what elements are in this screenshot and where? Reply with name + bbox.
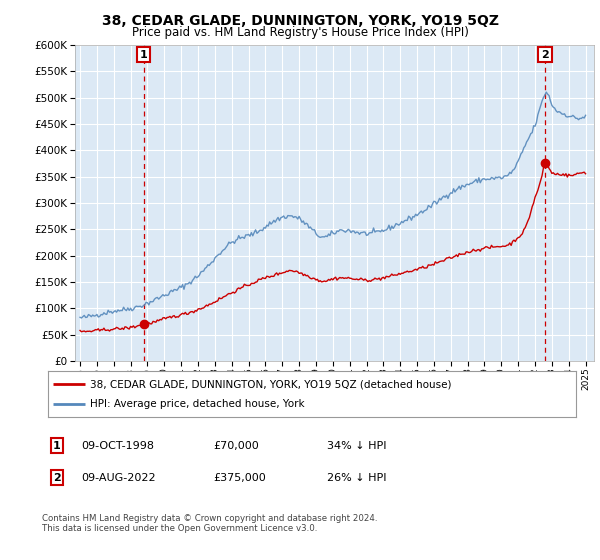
Text: £375,000: £375,000 bbox=[213, 473, 266, 483]
Text: £70,000: £70,000 bbox=[213, 441, 259, 451]
Text: Price paid vs. HM Land Registry's House Price Index (HPI): Price paid vs. HM Land Registry's House … bbox=[131, 26, 469, 39]
Text: 2: 2 bbox=[53, 473, 61, 483]
Text: 09-AUG-2022: 09-AUG-2022 bbox=[81, 473, 155, 483]
Text: 1: 1 bbox=[53, 441, 61, 451]
Text: 1: 1 bbox=[140, 49, 148, 59]
Text: 26% ↓ HPI: 26% ↓ HPI bbox=[327, 473, 386, 483]
Text: HPI: Average price, detached house, York: HPI: Average price, detached house, York bbox=[90, 399, 305, 409]
Text: 38, CEDAR GLADE, DUNNINGTON, YORK, YO19 5QZ: 38, CEDAR GLADE, DUNNINGTON, YORK, YO19 … bbox=[101, 14, 499, 28]
Text: 2: 2 bbox=[541, 49, 549, 59]
Text: 09-OCT-1998: 09-OCT-1998 bbox=[81, 441, 154, 451]
Text: Contains HM Land Registry data © Crown copyright and database right 2024.
This d: Contains HM Land Registry data © Crown c… bbox=[42, 514, 377, 533]
Text: 34% ↓ HPI: 34% ↓ HPI bbox=[327, 441, 386, 451]
Text: 38, CEDAR GLADE, DUNNINGTON, YORK, YO19 5QZ (detached house): 38, CEDAR GLADE, DUNNINGTON, YORK, YO19 … bbox=[90, 379, 452, 389]
